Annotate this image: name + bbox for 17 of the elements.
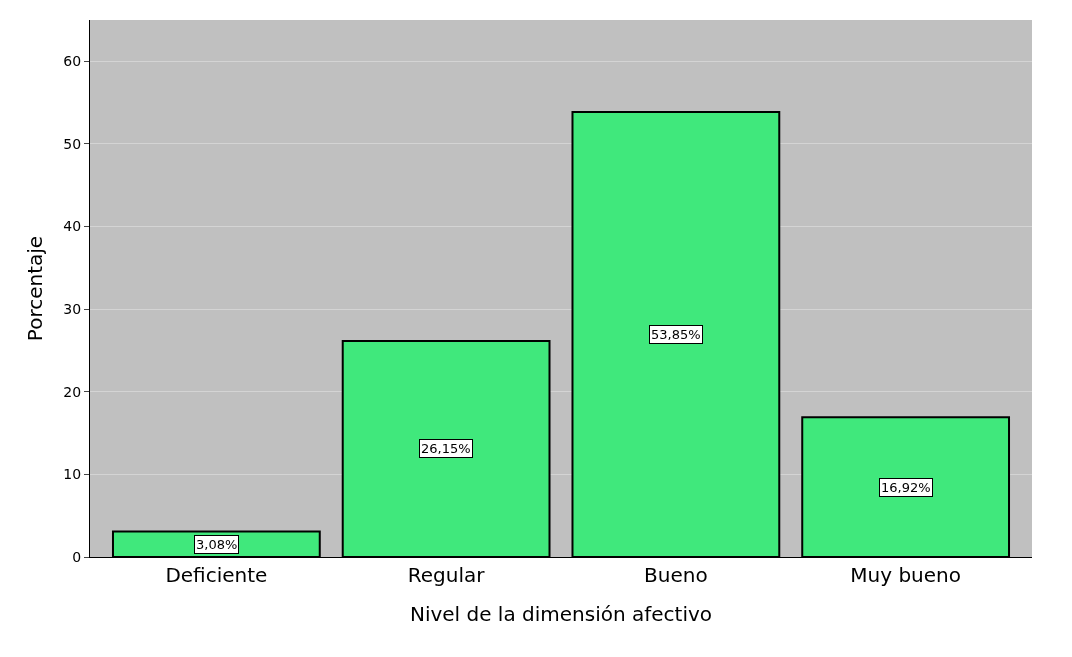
y-tick-label: 50 (63, 135, 82, 152)
y-tick-label: 10 (63, 466, 82, 483)
data-label: 16,92% (881, 480, 931, 495)
data-label: 3,08% (196, 537, 238, 552)
x-tick-label: Bueno (644, 563, 708, 587)
y-tick-label: 30 (63, 301, 82, 318)
y-tick-label: 40 (63, 218, 82, 235)
y-tick-label: 20 (63, 383, 82, 400)
y-tick-label: 60 (63, 53, 82, 70)
y-tick-label: 0 (72, 548, 82, 565)
y-axis-title: Porcentaje (22, 235, 47, 342)
x-tick-label: Regular (407, 563, 486, 587)
x-axis-title: Nivel de la dimensión afectivo (409, 601, 713, 626)
x-tick-label: Deficiente (165, 563, 268, 587)
x-tick-label: Muy bueno (850, 563, 961, 587)
data-label: 53,85% (651, 327, 701, 342)
data-label: 26,15% (421, 441, 471, 456)
